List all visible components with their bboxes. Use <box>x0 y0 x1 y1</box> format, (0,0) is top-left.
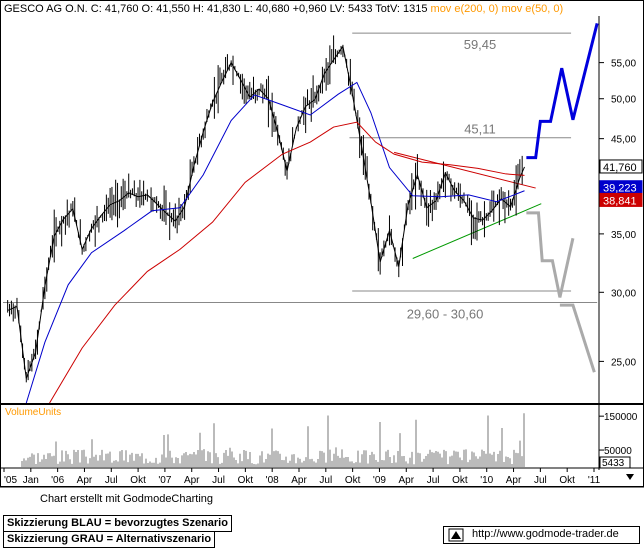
series-skizzierung-grau <box>526 211 575 298</box>
level-annotation: 29,60 - 30,60 <box>407 307 484 322</box>
y-tick-label: 55,00 <box>611 59 636 70</box>
volume-y-tick-label: 50000 <box>604 446 632 457</box>
instrument-name: GESCO AG O.N. C: 41,760 O: 41,550 H: 41,… <box>4 3 431 15</box>
last-value-tag: 41,760 <box>603 162 637 174</box>
x-tick-label: Okt <box>559 475 575 486</box>
x-tick-label: Okt <box>452 475 468 486</box>
y-tick-label: 45,00 <box>611 135 636 146</box>
ma-legend-label: mov e(200, 0) mov e(50, 0) <box>431 3 564 15</box>
x-tick-label: Apr <box>291 475 307 486</box>
y-tick-label: 35,00 <box>611 230 636 241</box>
last-value-tag-bg <box>599 192 643 207</box>
volume-title: VolumeUnits <box>5 407 61 418</box>
x-tick-label: '05 <box>4 475 17 486</box>
x-tick-label: '09 <box>373 475 386 486</box>
x-tick-label: Apr <box>77 475 93 486</box>
website-link-box[interactable]: http://www.godmode-trader.de <box>443 526 640 544</box>
x-tick-label: Jan <box>23 475 39 486</box>
volume-bars <box>21 413 525 467</box>
x-tick-label: '06 <box>51 475 64 486</box>
volume-last-tag-bg <box>599 456 631 469</box>
godmode-logo-icon <box>448 528 464 542</box>
x-tick-label: Jul <box>427 475 440 486</box>
last-value-tag: 39,223 <box>603 183 637 195</box>
series-skizzierung-blau <box>526 23 599 160</box>
x-tick-label: Jul <box>534 475 547 486</box>
x-tick-label: Apr <box>398 475 414 486</box>
y-tick-label: 50,00 <box>611 95 636 106</box>
price-close-line <box>7 45 525 379</box>
y-tick-label: 30,00 <box>611 288 636 299</box>
x-tick-label: Jul <box>212 475 225 486</box>
x-tick-label: Jul <box>319 475 332 486</box>
chart-credit: Chart erstellt mit GodmodeCharting <box>40 493 214 505</box>
scroll-arrow-icon <box>626 474 634 480</box>
volume-last-tag: 5433 <box>602 458 625 469</box>
x-tick-label: '07 <box>158 475 171 486</box>
x-tick-label: Okt <box>130 475 146 486</box>
x-tick-label: Okt <box>238 475 254 486</box>
series-mov-e-200-0- <box>49 121 525 404</box>
x-tick-label: '08 <box>266 475 279 486</box>
last-value-tag: 38,841 <box>603 195 637 207</box>
y-tick-label: 25,00 <box>611 357 636 368</box>
x-tick-label: Apr <box>184 475 200 486</box>
last-value-tag-bg <box>599 159 643 174</box>
website-link[interactable]: http://www.godmode-trader.de <box>472 528 619 540</box>
chart-header: GESCO AG O.N. C: 41,760 O: 41,550 H: 41,… <box>4 3 563 15</box>
scenario-grey-note: Skizzierung GRAU = Alternativszenario <box>3 531 216 548</box>
x-tick-label: '11 <box>588 475 601 486</box>
x-tick-label: Apr <box>506 475 522 486</box>
scenario-blue-note: Skizzierung BLAU = bevorzugtes Szenario <box>3 515 232 532</box>
series-skizzierung-grau-alt <box>559 303 596 373</box>
level-annotation: 59,45 <box>464 37 497 52</box>
x-tick-label: '10 <box>480 475 493 486</box>
level-annotation: 45,11 <box>464 122 496 137</box>
x-tick-label: Okt <box>345 475 361 486</box>
series-mov-e-50-0- <box>25 81 525 404</box>
x-tick-label: Jul <box>105 475 118 486</box>
volume-y-tick-label: 150000 <box>604 412 638 423</box>
